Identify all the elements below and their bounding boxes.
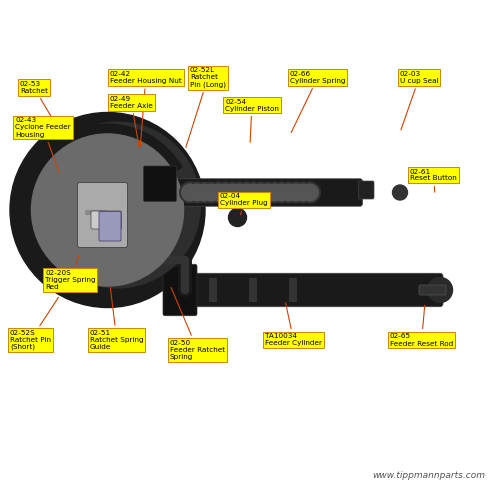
Circle shape	[202, 184, 220, 202]
Circle shape	[216, 184, 234, 202]
Circle shape	[214, 182, 236, 204]
FancyBboxPatch shape	[144, 166, 176, 202]
Circle shape	[238, 184, 256, 202]
Circle shape	[200, 182, 222, 204]
Circle shape	[250, 182, 272, 204]
Circle shape	[280, 184, 298, 202]
Text: 02-50
Feeder Ratchet
Spring: 02-50 Feeder Ratchet Spring	[170, 288, 225, 360]
Circle shape	[244, 184, 262, 202]
Circle shape	[181, 184, 199, 202]
FancyBboxPatch shape	[152, 178, 362, 206]
Circle shape	[252, 184, 270, 202]
Text: 02-61
Reset Button: 02-61 Reset Button	[410, 168, 457, 192]
Circle shape	[242, 182, 264, 204]
Circle shape	[256, 182, 278, 204]
Circle shape	[186, 182, 208, 204]
Circle shape	[264, 182, 285, 204]
Circle shape	[86, 210, 89, 214]
Circle shape	[230, 184, 248, 202]
Text: TA10034
Feeder Cylinder: TA10034 Feeder Cylinder	[265, 302, 322, 346]
Wedge shape	[33, 124, 182, 210]
Circle shape	[209, 184, 227, 202]
FancyBboxPatch shape	[91, 211, 122, 229]
Circle shape	[96, 210, 100, 214]
Circle shape	[228, 182, 250, 204]
Text: 02-04
Cylinder Plug: 02-04 Cylinder Plug	[220, 194, 268, 215]
Circle shape	[285, 182, 307, 204]
Text: 02-66
Cylinder Spring: 02-66 Cylinder Spring	[290, 71, 346, 132]
Text: 02-49
Feeder Axle: 02-49 Feeder Axle	[110, 96, 153, 150]
FancyBboxPatch shape	[163, 264, 197, 316]
Circle shape	[100, 210, 103, 214]
Text: 02-42
Feeder Housing Nut: 02-42 Feeder Housing Nut	[110, 71, 182, 147]
Text: 02-54
Cylinder Piston: 02-54 Cylinder Piston	[225, 98, 279, 142]
Text: www.tippmannparts.com: www.tippmannparts.com	[372, 471, 485, 480]
Circle shape	[89, 210, 93, 214]
Text: 02-20S
Trigger Spring
Red: 02-20S Trigger Spring Red	[45, 255, 96, 290]
Circle shape	[428, 278, 452, 302]
Circle shape	[294, 184, 312, 202]
Circle shape	[236, 182, 258, 204]
Text: 02-52L
Ratchet
Pin (Long): 02-52L Ratchet Pin (Long)	[186, 67, 226, 148]
Circle shape	[193, 182, 215, 204]
Circle shape	[207, 182, 229, 204]
Circle shape	[222, 182, 244, 204]
Circle shape	[392, 185, 407, 200]
Circle shape	[179, 182, 201, 204]
Text: 02-51
Ratchet Spring
Guide: 02-51 Ratchet Spring Guide	[90, 288, 144, 350]
Circle shape	[287, 184, 305, 202]
Text: 02-65
Feeder Reset Rod: 02-65 Feeder Reset Rod	[390, 306, 453, 346]
Circle shape	[301, 184, 319, 202]
FancyBboxPatch shape	[419, 285, 446, 295]
FancyBboxPatch shape	[99, 212, 121, 241]
Circle shape	[258, 184, 276, 202]
Circle shape	[292, 182, 314, 204]
Text: 02-53
Ratchet: 02-53 Ratchet	[20, 81, 64, 138]
Circle shape	[299, 182, 321, 204]
FancyBboxPatch shape	[358, 181, 374, 199]
FancyBboxPatch shape	[290, 278, 296, 302]
FancyBboxPatch shape	[78, 182, 128, 248]
FancyBboxPatch shape	[210, 278, 216, 302]
Circle shape	[278, 182, 300, 204]
Circle shape	[34, 122, 200, 288]
Circle shape	[273, 184, 291, 202]
Circle shape	[266, 184, 283, 202]
Text: 02-52S
Ratchet Pin
(Short): 02-52S Ratchet Pin (Short)	[10, 298, 58, 350]
FancyBboxPatch shape	[250, 278, 256, 302]
Circle shape	[271, 182, 293, 204]
Circle shape	[195, 184, 213, 202]
Circle shape	[32, 134, 184, 286]
FancyBboxPatch shape	[182, 273, 443, 307]
Text: 02-03
U cup Seal: 02-03 U cup Seal	[400, 71, 438, 130]
Circle shape	[92, 210, 96, 214]
Circle shape	[103, 210, 107, 214]
Text: 02-43
Cyclone Feeder
Housing: 02-43 Cyclone Feeder Housing	[15, 118, 71, 172]
Circle shape	[228, 208, 246, 226]
Circle shape	[10, 112, 205, 308]
Circle shape	[188, 184, 206, 202]
Circle shape	[224, 184, 242, 202]
